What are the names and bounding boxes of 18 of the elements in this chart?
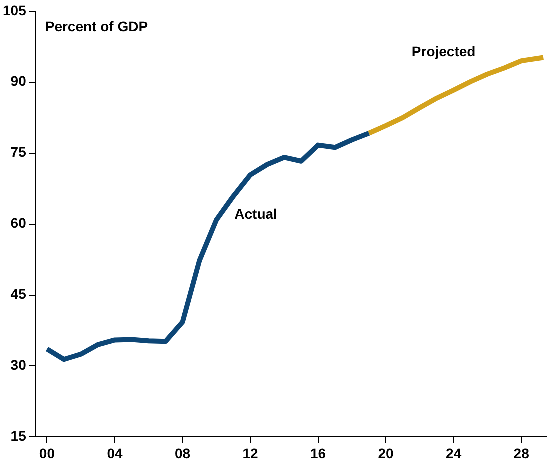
series-label: Actual	[234, 206, 278, 222]
x-tick-label: 16	[310, 445, 326, 462]
series-label: Projected	[412, 43, 476, 60]
y-tick-label: 15	[10, 428, 27, 444]
y-tick-label: 90	[10, 73, 27, 90]
y-tick-label: 60	[10, 215, 27, 232]
y-tick-label: 75	[10, 144, 27, 160]
y-tick-label: 105	[3, 2, 27, 18]
y-tick-label: 45	[10, 286, 27, 302]
y-axis-title: Percent of GDP	[45, 18, 148, 34]
x-tick-label: 24	[446, 445, 462, 462]
x-tick-label: 12	[242, 445, 259, 462]
x-tick-label: 08	[174, 445, 191, 462]
x-tick-label: 20	[378, 445, 394, 462]
x-tick-label: 28	[514, 445, 530, 462]
y-tick-label: 30	[10, 357, 27, 374]
x-tick-label: 00	[39, 445, 56, 462]
x-tick-label: 04	[107, 445, 123, 462]
